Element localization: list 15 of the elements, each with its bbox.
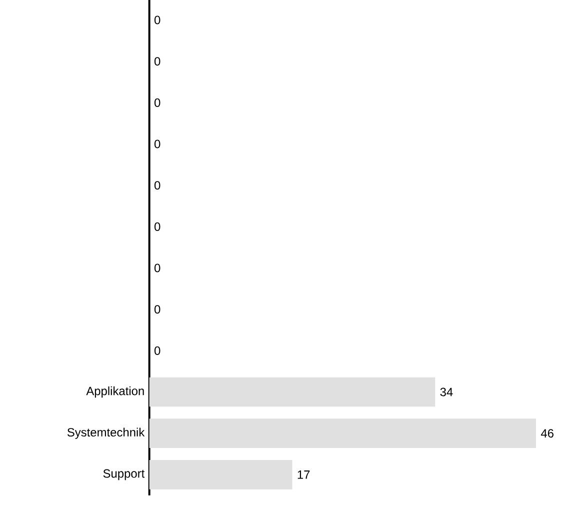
data-label: 0 — [154, 264, 160, 272]
data-label: 0 — [154, 305, 160, 314]
data-label: 46 — [540, 429, 554, 438]
data-label: 0 — [154, 222, 160, 231]
y-tick-label: Systemtechnik — [67, 428, 145, 439]
data-label: 0 — [154, 57, 160, 66]
data-label: 34 — [440, 388, 453, 396]
data-label: 0 — [154, 181, 160, 190]
data-label: 0 — [154, 98, 160, 107]
y-tick-label: Support — [103, 469, 145, 480]
data-label: 0 — [154, 16, 160, 24]
data-label: 0 — [154, 140, 160, 148]
y-tick-label: Applikation — [86, 386, 144, 398]
data-label: 0 — [154, 346, 160, 355]
data-label: 17 — [298, 470, 310, 479]
